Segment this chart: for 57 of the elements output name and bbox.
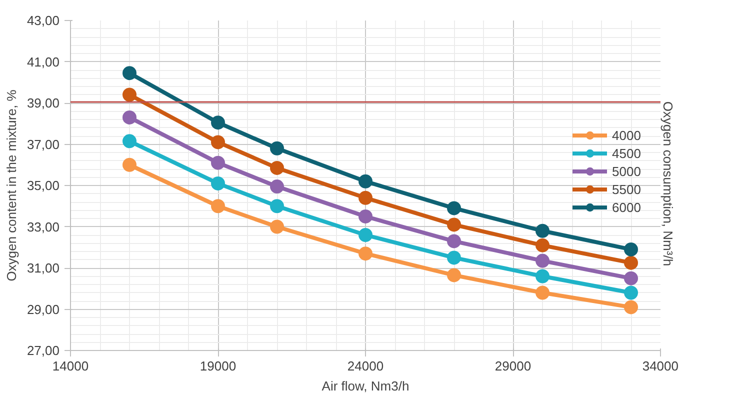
y-tick-label: 29,00 — [26, 302, 60, 317]
point — [270, 199, 284, 214]
point — [358, 174, 372, 188]
legend-label: 5500 — [612, 182, 641, 196]
legend-label: 6000 — [612, 200, 641, 214]
point — [447, 250, 461, 265]
point — [358, 228, 372, 242]
point — [211, 156, 225, 170]
y-tick-label: 35,00 — [26, 178, 60, 193]
point — [122, 66, 136, 80]
point — [270, 141, 284, 156]
point — [270, 180, 284, 194]
point — [122, 110, 136, 124]
point — [211, 135, 225, 150]
point — [536, 269, 550, 284]
point — [447, 201, 461, 216]
point — [536, 224, 550, 238]
point — [624, 271, 638, 286]
point — [211, 176, 225, 190]
y-tick-label: 43,00 — [26, 13, 60, 28]
point — [211, 199, 225, 214]
point — [211, 116, 225, 130]
point — [624, 300, 638, 314]
point — [624, 242, 638, 256]
point — [536, 238, 550, 252]
point — [270, 220, 284, 234]
point — [536, 254, 550, 268]
y-tick-label: 37,00 — [26, 136, 60, 152]
legend-label: 4500 — [612, 146, 641, 160]
point — [447, 268, 461, 282]
y-tick-label: 31,00 — [26, 260, 60, 276]
point — [270, 160, 284, 175]
x-tick-label: 24000 — [347, 358, 384, 374]
point — [358, 209, 372, 224]
point — [536, 286, 550, 300]
point — [358, 190, 372, 205]
point — [624, 286, 638, 300]
y-tick-label: 33,00 — [26, 219, 60, 234]
point — [122, 134, 136, 148]
point — [447, 218, 461, 232]
y-tick-label: 39,00 — [26, 96, 60, 110]
x-tick-label: 14000 — [52, 358, 89, 374]
point — [624, 256, 638, 270]
legend-label: 5000 — [612, 164, 641, 178]
x-axis-title: Air flow, Nm3/h — [322, 378, 410, 394]
x-tick-label: 34000 — [642, 358, 679, 374]
point — [447, 234, 461, 248]
x-tick-label: 29000 — [494, 358, 532, 374]
y-axis-title: Oxygen content in the mixture, % — [4, 89, 19, 282]
point — [122, 88, 136, 102]
legend-title: Oxygen consumption, Nm³/h — [660, 101, 676, 266]
legend-label: 4000 — [612, 128, 641, 142]
x-tick-label: 19000 — [200, 358, 236, 374]
point — [122, 158, 136, 172]
y-tick-label: 41,00 — [26, 54, 60, 70]
y-tick-label: 27,00 — [26, 343, 60, 358]
point — [358, 246, 372, 261]
